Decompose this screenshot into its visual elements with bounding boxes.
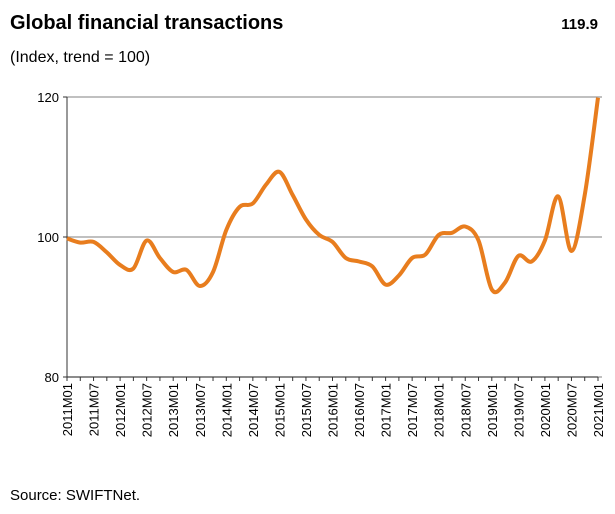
x-tick-label: 2020M07 [564, 383, 579, 437]
x-tick-label: 2017M01 [379, 383, 394, 437]
x-tick-label: 2013M01 [166, 383, 181, 437]
x-tick-label: 2019M07 [511, 383, 526, 437]
chart-subtitle: (Index, trend = 100) [10, 49, 150, 66]
x-tick-label: 2012M01 [113, 383, 128, 437]
x-tick-label: 2018M01 [432, 383, 447, 437]
source-note: Source: SWIFTNet. [10, 487, 140, 504]
x-tick-label: 2016M07 [352, 383, 367, 437]
x-tick-label: 2017M07 [405, 383, 420, 437]
x-tick-label: 2011M01 [60, 383, 75, 436]
x-tick-label: 2015M07 [299, 383, 314, 437]
x-tick-label: 2020M01 [538, 383, 553, 437]
x-tick-label: 2012M07 [140, 383, 155, 437]
x-tick-label: 2011M07 [87, 383, 102, 436]
x-tick-label: 2018M07 [458, 383, 473, 437]
x-tick-label: 2014M01 [219, 383, 234, 437]
x-tick-label: 2021M01 [591, 383, 606, 437]
x-tick-label: 2019M01 [485, 383, 500, 437]
x-tick-label: 2015M01 [272, 383, 287, 437]
latest-value: 119.9 [561, 16, 598, 33]
data-line [66, 97, 600, 295]
y-tick-label: 120 [37, 90, 59, 105]
x-tick-label: 2016M01 [326, 383, 341, 437]
x-tick-label: 2014M07 [246, 383, 261, 437]
chart-title: Global financial transactions [10, 12, 283, 34]
x-tick-label: 2013M07 [193, 383, 208, 437]
y-tick-label: 80 [45, 370, 59, 385]
y-tick-label: 100 [37, 230, 59, 245]
